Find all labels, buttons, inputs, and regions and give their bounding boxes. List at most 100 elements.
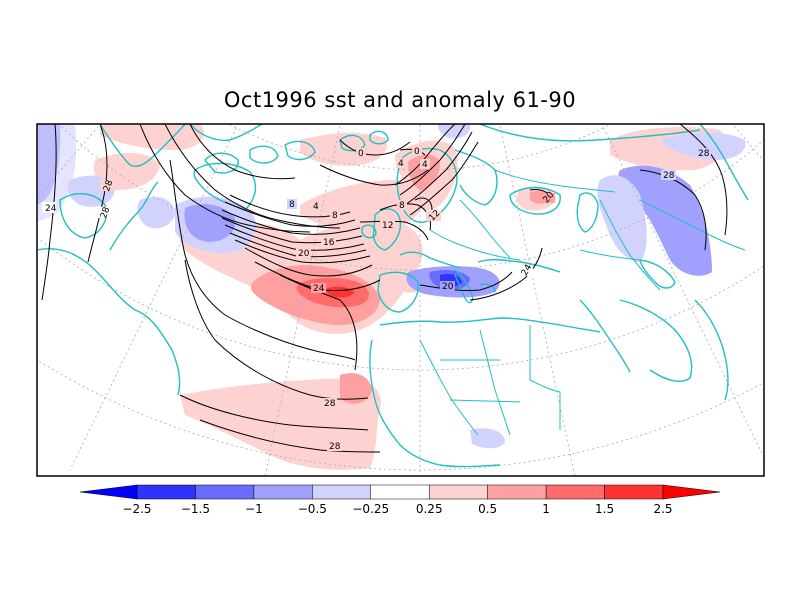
coast-italy <box>454 269 474 304</box>
colorbar-arrow-high <box>662 484 721 500</box>
anomaly-patch-baffin <box>100 124 204 150</box>
coast-black-sea <box>509 186 561 215</box>
border-russia <box>494 169 616 193</box>
border-africa-2 <box>479 329 511 436</box>
contour-mid-1 <box>169 159 356 361</box>
colorbar-tick-label: 1 <box>542 502 550 516</box>
coast-west-africa <box>369 339 501 468</box>
map-title: Oct1996 sst and anomaly 61-90 <box>223 88 577 112</box>
contour-med-24 <box>469 247 543 301</box>
coast-iceland <box>284 140 316 161</box>
colorbar-bin <box>312 484 372 500</box>
coast-europe-west <box>399 251 461 269</box>
anomaly-patch-bering <box>437 124 471 139</box>
anomaly-patch-canary <box>340 373 372 404</box>
border-asia-2 <box>639 199 746 251</box>
anomaly-patch-norwegian-core <box>408 154 440 190</box>
contour-24-west <box>41 124 57 301</box>
coast-persian-gulf <box>639 259 676 289</box>
colorbar-bin <box>487 484 547 500</box>
contour-labels: 24 28 28 4 0 4 8 4 8 12 12 16 20 <box>42 146 711 452</box>
coast-north-africa <box>379 317 601 333</box>
contour-label: 4 <box>422 160 428 170</box>
contour-label: 4 <box>398 159 404 169</box>
contour-labrador <box>189 124 296 180</box>
contour-label: 28 <box>663 171 675 181</box>
colorbar-tick-label: 1.5 <box>595 502 614 516</box>
colorbar-bin <box>604 484 664 500</box>
coast-arabia <box>619 299 693 382</box>
coast-svalbard <box>339 130 389 152</box>
contour-label: 28 <box>324 399 336 409</box>
map-content: 24 28 28 4 0 4 8 4 8 12 12 16 20 <box>37 124 764 476</box>
coast-caspian <box>576 192 599 233</box>
contour-north-sea <box>379 203 431 231</box>
contour-label: 16 <box>323 238 335 248</box>
anomaly-patch-arabian-light <box>597 175 647 262</box>
anomaly-patch-west-light <box>37 124 77 222</box>
contour-label: 24 <box>45 204 57 214</box>
contour-label: 4 <box>313 202 319 212</box>
graticule <box>37 124 764 476</box>
contour-label: 20 <box>442 282 454 292</box>
contour-label: 24 <box>313 284 325 294</box>
colorbar-tick-label: −1.5 <box>181 502 210 516</box>
border-africa-3 <box>529 325 561 430</box>
colorbar-bin <box>195 484 255 500</box>
coast-british-isles <box>361 208 402 251</box>
contour-28-south <box>179 394 369 431</box>
colorbar-bin <box>136 484 196 500</box>
contour-front-4 <box>221 217 363 244</box>
coast-india <box>694 299 729 401</box>
anomaly-patch-arabian <box>618 165 712 276</box>
contour-label: 8 <box>399 201 405 211</box>
contour-arctic-4a <box>319 164 429 186</box>
contour-front-2 <box>224 201 356 227</box>
anomaly-patch-hudson <box>137 196 175 229</box>
border-europe-1 <box>429 229 521 261</box>
sst-contours <box>41 124 728 453</box>
anomaly-patch-far-east <box>660 132 746 160</box>
contour-label: 28 <box>329 442 341 452</box>
contour-label: 20 <box>298 249 310 259</box>
contour-label: 0 <box>414 147 420 157</box>
map-frame <box>36 123 765 477</box>
colorbar-tick-label: 0.25 <box>416 502 443 516</box>
colorbar-tick-label: −0.25 <box>352 502 389 516</box>
contour-24-mid <box>279 274 358 371</box>
border-africa-4 <box>440 359 521 403</box>
contour-norwegian-2 <box>399 124 466 196</box>
contour-front-3 <box>221 209 361 235</box>
coast-hudson-bay <box>59 193 107 239</box>
contour-28-equatorial <box>199 419 381 453</box>
contour-norwegian-1 <box>394 124 456 186</box>
colorbar-tick-label: −1 <box>245 502 263 516</box>
colorbar-bin <box>253 484 313 500</box>
anomaly-patch-greenland-core <box>184 204 236 242</box>
colorbar-arrow-low <box>79 484 138 500</box>
border-europe-2 <box>459 199 511 259</box>
contour-norwegian-4 <box>409 141 479 216</box>
border-asia-1 <box>599 199 661 291</box>
contour-label: 28 <box>99 206 112 220</box>
contour-label: 28 <box>698 149 710 159</box>
contour-arctic-0 <box>339 139 411 156</box>
contour-label: 0 <box>358 149 364 159</box>
colorbar-tick-label: 0.5 <box>478 502 497 516</box>
negative-anomaly-shading <box>37 124 746 449</box>
colorbar-bin <box>428 484 488 500</box>
coast-east-asia <box>699 124 749 201</box>
coast-iberia <box>377 271 419 313</box>
anomaly-patch-max <box>326 286 354 298</box>
coast-arctic-islands <box>189 124 279 174</box>
coast-greece-turkey <box>477 259 561 293</box>
contour-norwegian-3 <box>404 131 473 206</box>
contour-8-baltic <box>414 197 433 211</box>
colorbar-bin <box>370 484 430 500</box>
contour-front-5 <box>224 224 365 251</box>
contour-arabian-28b <box>639 169 707 251</box>
coastlines <box>37 124 749 468</box>
contour-label: 28 <box>102 179 115 193</box>
anomaly-patch-gulf-guinea <box>470 428 505 449</box>
